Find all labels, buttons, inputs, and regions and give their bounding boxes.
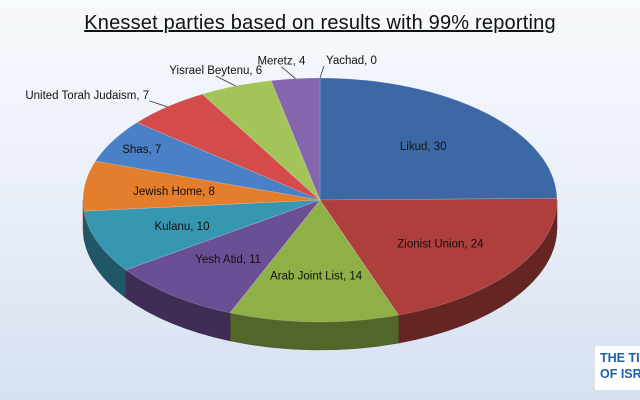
- slice-labels: Likud, 30 Zionist Union, 24 Arab Joint Lis…: [25, 55, 484, 283]
- slice-zionist-union: [319, 198, 558, 316]
- leader-meretz: [281, 66, 296, 79]
- label-arab-joint-list: Arab Joint List, 14: [270, 271, 363, 283]
- slice-united-torah-judaism: [136, 93, 321, 201]
- leader-united-torah-judaism: [149, 100, 168, 108]
- label-likud: Likud, 30: [400, 141, 447, 153]
- slice-yesh-atid: [125, 199, 321, 314]
- pie-slices: [82, 77, 558, 323]
- label-shas: Shas, 7: [122, 144, 161, 156]
- slice-arab-joint-list: [229, 199, 399, 323]
- label-jewish-home: Jewish Home, 8: [133, 186, 215, 198]
- label-kulanu: Kulanu, 10: [154, 221, 209, 233]
- leader-yisrael-beytenu: [215, 75, 236, 87]
- label-yachad: Yachad, 0: [326, 55, 377, 67]
- label-yisrael-beytenu: Yisrael Beytenu, 6: [169, 65, 262, 77]
- label-united-torah-judaism: United Torah Judaism, 7: [25, 90, 149, 102]
- label-leader-lines: [149, 65, 325, 108]
- label-yesh-atid: Yesh Atid, 11: [195, 254, 261, 266]
- label-zionist-union: Zionist Union, 24: [397, 238, 484, 250]
- chart-title: Knesset parties based on results with 99…: [84, 12, 556, 34]
- slice-shas: [94, 122, 321, 201]
- pie-3d-sides: [82, 199, 558, 351]
- slice-jewish-home: [82, 160, 321, 212]
- slice-likud: [319, 77, 558, 201]
- slice-kulanu: [83, 199, 321, 271]
- label-meretz: Meretz, 4: [257, 56, 306, 68]
- watermark-text: THE TIMES OF ISRAEL: [600, 351, 640, 381]
- leader-yachad: [319, 65, 325, 79]
- watermark-logo: THE TIMES OF ISRAEL: [594, 346, 640, 390]
